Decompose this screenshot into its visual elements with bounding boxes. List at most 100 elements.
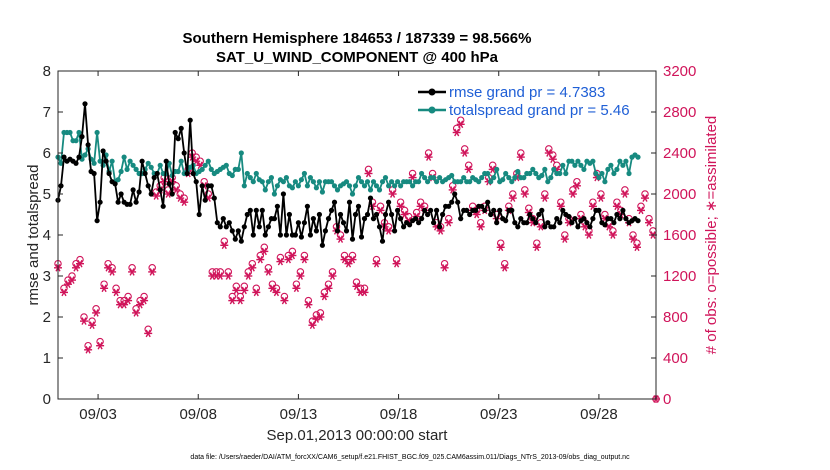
obs-assimilated-marker bbox=[292, 284, 301, 293]
obs-assimilated-stroke bbox=[490, 165, 496, 174]
rmse-point bbox=[340, 220, 347, 226]
totalspread-point bbox=[97, 158, 103, 164]
obs-assimilated-stroke bbox=[61, 288, 67, 297]
rmse-point bbox=[112, 181, 118, 187]
obs-assimilated-marker bbox=[308, 321, 317, 330]
obs-assimilated-stroke bbox=[518, 153, 524, 161]
obs-assimilated-stroke bbox=[305, 300, 312, 309]
obs-assimilated-marker bbox=[124, 296, 133, 305]
rmse-point bbox=[265, 224, 271, 230]
obs-assimilated-stroke bbox=[77, 259, 83, 268]
rmse-point bbox=[118, 191, 124, 197]
obs-assimilated-stroke bbox=[137, 300, 143, 309]
totalspread-point bbox=[506, 175, 512, 181]
totalspread-point bbox=[274, 183, 280, 189]
totalspread-point bbox=[533, 170, 539, 177]
obs-assimilated-stroke bbox=[197, 161, 203, 170]
obs-assimilated-marker bbox=[132, 309, 141, 317]
rmse-point bbox=[178, 125, 184, 131]
rmse-point bbox=[307, 232, 313, 238]
rmse-point bbox=[398, 216, 404, 222]
rmse-point bbox=[407, 222, 413, 228]
obs-assimilated-stroke bbox=[417, 202, 424, 211]
rmse-point bbox=[602, 222, 608, 228]
rmse-point bbox=[566, 213, 572, 220]
obs-assimilated-stroke bbox=[173, 186, 179, 194]
rmse-point bbox=[416, 220, 422, 226]
obs-assimilated-marker bbox=[596, 194, 605, 202]
rmse-point bbox=[304, 203, 310, 209]
rmse-point bbox=[455, 199, 461, 205]
rmse-point bbox=[145, 183, 151, 189]
obs-assimilated-marker bbox=[96, 341, 105, 350]
y-right-tick-label: 0 bbox=[663, 391, 671, 408]
rmse-point bbox=[608, 216, 614, 222]
obs-assimilated-stroke bbox=[257, 255, 263, 264]
obs-assimilated-stroke bbox=[450, 186, 456, 194]
totalspread-point bbox=[259, 179, 265, 185]
totalspread-point bbox=[343, 179, 350, 185]
obs-assimilated-marker bbox=[176, 194, 185, 202]
rmse-point bbox=[286, 211, 292, 218]
obs-assimilated-stroke bbox=[317, 313, 324, 321]
obs-assimilated-stroke bbox=[361, 288, 368, 297]
obs-assimilated-marker bbox=[288, 251, 297, 260]
obs-assimilated-stroke bbox=[498, 243, 504, 252]
rmse-point bbox=[139, 158, 145, 164]
totalspread-point bbox=[91, 160, 97, 166]
rmse-point bbox=[614, 211, 620, 218]
obs-assimilated-marker bbox=[216, 272, 225, 280]
obs-assimilated-marker bbox=[224, 272, 233, 280]
rmse-point bbox=[157, 187, 163, 193]
rmse-point bbox=[244, 211, 250, 218]
obs-assimilated-marker bbox=[500, 263, 509, 272]
obs-assimilated-marker bbox=[444, 218, 453, 227]
rmse-point bbox=[172, 129, 178, 136]
obs-assimilated-marker bbox=[372, 259, 381, 268]
totalspread-point bbox=[334, 187, 341, 193]
obs-assimilated-stroke bbox=[293, 284, 300, 293]
obs-assimilated-marker bbox=[232, 286, 241, 295]
obs-assimilated-marker bbox=[144, 329, 153, 338]
totalspread-point bbox=[509, 179, 515, 185]
obs-assimilated-marker bbox=[508, 194, 517, 202]
totalspread-point bbox=[145, 160, 151, 166]
obs-assimilated-marker bbox=[60, 288, 68, 297]
obs-assimilated-marker bbox=[520, 190, 529, 198]
obs-assimilated-stroke bbox=[337, 235, 344, 243]
rmse-point bbox=[151, 175, 157, 181]
rmse-point bbox=[479, 203, 485, 209]
totalspread-point bbox=[608, 162, 614, 168]
rmse-point bbox=[437, 224, 443, 230]
totalspread-point bbox=[316, 179, 322, 185]
rmse-point bbox=[554, 216, 560, 222]
obs-assimilated-stroke bbox=[65, 280, 71, 289]
obs-assimilated-marker bbox=[316, 313, 325, 321]
totalspread-point bbox=[575, 158, 581, 164]
totalspread-point bbox=[515, 168, 521, 175]
rmse-point bbox=[512, 220, 518, 226]
y-left-tick-label: 0 bbox=[43, 391, 51, 408]
totalspread-point bbox=[250, 179, 256, 185]
totalspread-point bbox=[395, 179, 401, 185]
obs-assimilated-marker bbox=[400, 210, 409, 219]
totalspread-point bbox=[437, 175, 443, 181]
obs-assimilated-marker bbox=[244, 272, 253, 280]
rmse-point bbox=[130, 187, 136, 193]
y-right-tick-label: 3200 bbox=[663, 63, 696, 80]
obs-assimilated-marker bbox=[352, 282, 361, 291]
obs-assimilated-stroke bbox=[237, 296, 243, 305]
obs-assimilated-stroke bbox=[153, 192, 159, 200]
rmse-point bbox=[611, 220, 617, 226]
y-left-tick-label: 5 bbox=[43, 186, 51, 203]
totalspread-point bbox=[503, 170, 509, 177]
totalspread-point bbox=[262, 187, 268, 193]
obs-assimilated-marker bbox=[172, 186, 181, 194]
obs-assimilated-marker bbox=[220, 241, 229, 250]
totalspread-point bbox=[199, 166, 205, 172]
totalspread-point bbox=[238, 150, 244, 156]
totalspread-point bbox=[392, 183, 398, 189]
y-right-tick-label: 2800 bbox=[663, 104, 696, 121]
obs-assimilated-stroke bbox=[141, 296, 147, 305]
